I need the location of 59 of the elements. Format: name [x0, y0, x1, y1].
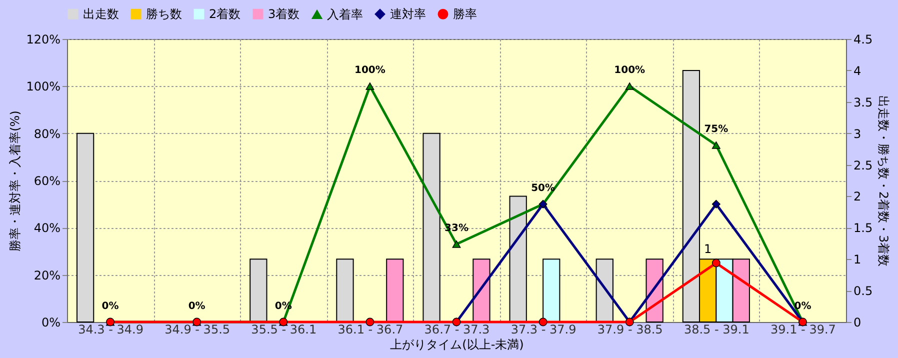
point [712, 141, 720, 149]
legend-label: 勝ち数 [146, 7, 182, 22]
data-label: 1 [704, 242, 712, 256]
y2-tick-label: 2.5 [854, 158, 873, 172]
x-tick-label: 35.5 - 36.1 [251, 322, 317, 336]
y-tick-label: 60% [34, 174, 60, 188]
x-tick-label: 34.9 - 35.5 [164, 322, 230, 336]
y2-tick-label: 3 [854, 126, 862, 141]
point [712, 200, 720, 208]
y-tick-label: 80% [34, 126, 60, 141]
bar [542, 258, 560, 322]
data-label: 100% [614, 65, 646, 76]
point [538, 318, 548, 326]
legend-label: 連対率 [390, 7, 426, 22]
y2-tick-label: 4.5 [854, 32, 873, 46]
point [366, 82, 374, 90]
bar [472, 258, 490, 322]
data-label: 75% [704, 124, 728, 136]
legend-label: 出走数 [83, 7, 119, 22]
x-tick-label: 36.7 - 37.3 [424, 322, 490, 336]
bar [76, 132, 94, 322]
legend-label: 勝率 [453, 7, 477, 22]
x-tick-label: 37.9 - 38.5 [597, 322, 663, 336]
y2-axis-title: 出走数・勝ち数・2着数・3着数 [876, 95, 891, 267]
x-tick-label: 34.3 - 34.9 [78, 322, 144, 336]
x-tick-label: 38.5 - 39.1 [684, 322, 750, 336]
y-tick-label: 20% [34, 268, 60, 282]
data-label: 0% [102, 301, 119, 312]
bar [250, 258, 268, 322]
legend-label: 2着数 [209, 7, 241, 22]
data-label: 0% [188, 301, 206, 312]
y-tick-label: 120% [26, 32, 60, 46]
x-tick-label: 37.3 - 37.9 [510, 322, 576, 336]
data-label: 100% [354, 65, 386, 76]
y2-tick-label: 1.5 [854, 221, 873, 236]
legend-label: 3着数 [268, 7, 300, 22]
bar [336, 258, 354, 322]
point [712, 258, 720, 268]
point [625, 82, 634, 90]
y2-tick-label: 0 [854, 316, 862, 330]
y2-tick-label: 1 [854, 252, 862, 267]
bar [596, 258, 614, 322]
bar [509, 196, 527, 322]
y-tick-label: 0% [41, 316, 60, 330]
bar [422, 132, 440, 322]
point [452, 240, 461, 248]
legend-label: 入着率 [327, 7, 363, 22]
y-tick-label: 100% [26, 80, 60, 94]
x-tick-label: 36.1 - 36.7 [338, 322, 404, 336]
y2-tick-label: 0.5 [854, 284, 873, 298]
y2-tick-label: 2 [854, 190, 862, 204]
x-tick-label: 39.1 - 39.7 [770, 322, 836, 336]
bar [386, 258, 404, 322]
point [366, 318, 374, 326]
y2-tick-label: 4 [854, 64, 862, 78]
y2-tick-label: 3.5 [854, 95, 873, 110]
x-axis-title: 上がりタイム(以上-未満) [390, 338, 524, 352]
y-axis-title: 勝率・連対率・入着率(%) [8, 110, 22, 252]
y-tick-label: 40% [34, 221, 60, 236]
